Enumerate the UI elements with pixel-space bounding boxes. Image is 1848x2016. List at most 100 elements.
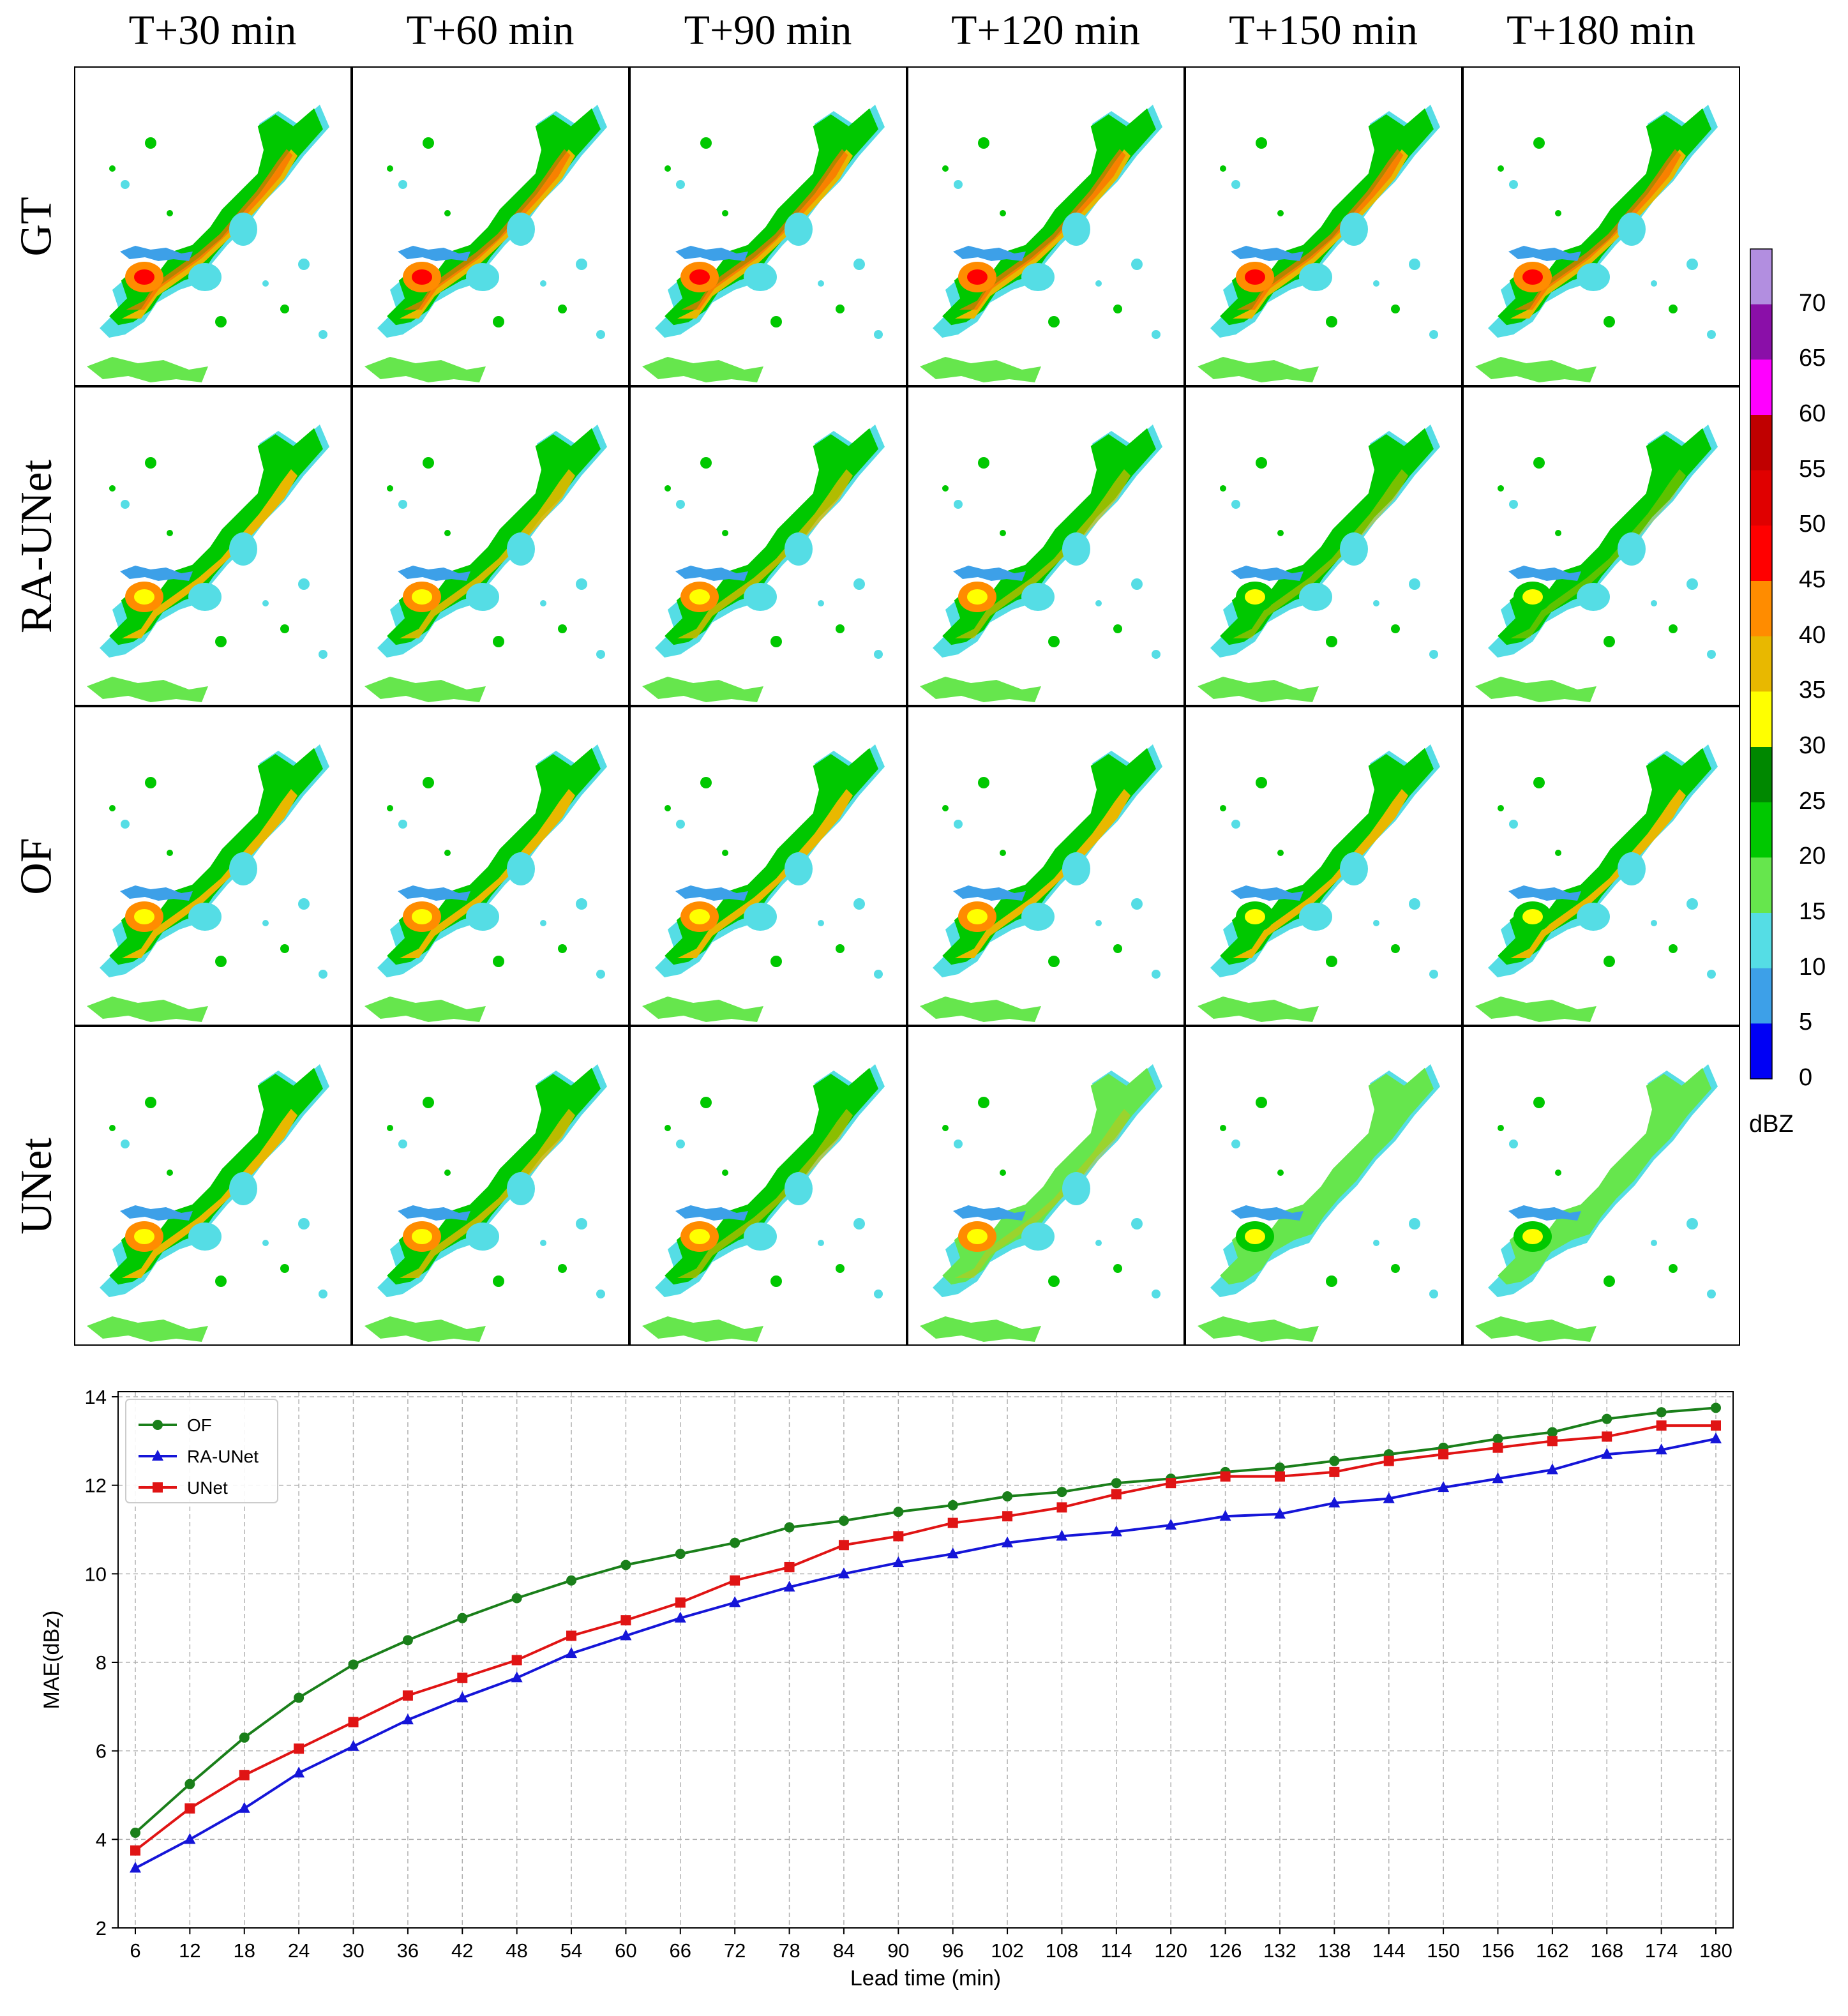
data-point <box>620 1615 631 1626</box>
data-point <box>1056 1502 1067 1513</box>
data-point <box>1438 1449 1449 1460</box>
x-tick-label: 54 <box>560 1939 582 1962</box>
row-header-label: GT <box>12 196 61 257</box>
colorbar-swatch <box>1750 1023 1772 1079</box>
x-tick-label: 126 <box>1209 1939 1242 1962</box>
data-point <box>620 1560 631 1570</box>
colorbar-label: 30 <box>1799 732 1826 759</box>
x-tick-label: 84 <box>833 1939 855 1962</box>
x-tick-label: 102 <box>991 1939 1024 1962</box>
radar-grid <box>74 66 1740 1346</box>
data-point <box>457 1673 468 1683</box>
radar-cell-unet-6 <box>1461 1025 1740 1346</box>
data-point <box>1547 1427 1558 1438</box>
legend-label: RA-UNet <box>187 1447 259 1466</box>
data-point <box>730 1537 740 1548</box>
data-point <box>730 1575 740 1586</box>
data-point <box>1329 1456 1340 1466</box>
y-tick-label: 10 <box>85 1563 107 1585</box>
radar-cell-of-3 <box>628 705 908 1027</box>
y-tick-label: 8 <box>96 1651 107 1674</box>
x-tick-label: 78 <box>778 1939 800 1962</box>
radar-cell-gt-3 <box>628 66 908 387</box>
series-line <box>134 1424 1716 1852</box>
x-tick-label: 168 <box>1590 1939 1623 1962</box>
radar-cell-ra-unet-4 <box>906 385 1186 707</box>
data-point <box>402 1713 414 1725</box>
legend-item-ra-unet: RA-UNet <box>139 1447 259 1466</box>
x-tick-label: 72 <box>724 1939 746 1962</box>
column-header-1: T+30 min <box>128 7 297 54</box>
data-point <box>1492 1472 1504 1484</box>
radar-cell-gt-6 <box>1461 66 1740 387</box>
data-point <box>1711 1403 1721 1413</box>
data-point <box>1492 1433 1503 1444</box>
radar-cell-unet-2 <box>350 1025 631 1346</box>
radar-cell-of-2 <box>350 705 631 1027</box>
data-point <box>1710 1432 1722 1443</box>
colorbar-swatch <box>1750 249 1772 305</box>
data-point <box>457 1613 468 1623</box>
data-point <box>1002 1511 1013 1522</box>
series-ra-unet <box>130 1432 1722 1873</box>
colorbar-label: 65 <box>1799 345 1826 372</box>
colorbar-label: 5 <box>1799 1009 1813 1036</box>
data-point <box>1547 1436 1558 1447</box>
data-point <box>130 1862 141 1873</box>
column-header-2: T+60 min <box>406 7 575 54</box>
y-tick-label: 4 <box>96 1828 107 1851</box>
y-tick-label: 6 <box>96 1740 107 1763</box>
data-point <box>184 1803 195 1814</box>
radar-cell-ra-unet-2 <box>350 385 631 707</box>
data-point <box>1274 1471 1285 1482</box>
radar-grid-svg <box>74 66 1740 1346</box>
row-header-unet: UNet <box>0 1026 74 1346</box>
data-point <box>1383 1492 1395 1503</box>
data-point <box>838 1516 849 1526</box>
x-tick-label: 150 <box>1427 1939 1460 1962</box>
colorbar-label: 45 <box>1799 566 1826 593</box>
legend-label: UNet <box>187 1478 228 1498</box>
data-point <box>1602 1431 1612 1442</box>
data-point <box>566 1630 577 1641</box>
data-point <box>1711 1420 1721 1431</box>
data-point <box>511 1655 522 1666</box>
radar-cell-gt-1 <box>74 66 353 387</box>
x-tick-label: 6 <box>130 1939 140 1962</box>
colorbar-swatch <box>1750 304 1772 360</box>
data-point <box>838 1540 849 1551</box>
legend-label: OF <box>187 1415 212 1435</box>
plot-frame <box>117 1391 1734 1929</box>
data-point <box>153 1420 163 1430</box>
data-point <box>1492 1442 1503 1453</box>
radar-cell-of-4 <box>906 705 1186 1027</box>
data-point <box>1002 1491 1013 1501</box>
data-point <box>1274 1462 1285 1473</box>
data-point <box>838 1567 850 1579</box>
data-point <box>348 1717 359 1727</box>
data-point <box>1656 1420 1667 1431</box>
data-point <box>1383 1456 1394 1466</box>
colorbar-label: 55 <box>1799 455 1826 483</box>
data-point <box>1166 1478 1176 1489</box>
data-point <box>402 1690 413 1701</box>
colorbar-swatch <box>1750 913 1772 969</box>
legend: OF RA-UNet UNet <box>125 1399 278 1503</box>
mae-line-chart: 6 12 18 24 30 36 42 48 54 60 66 72 78 84 90 96 102 108 114… <box>40 1386 1734 1990</box>
data-point <box>675 1597 686 1608</box>
row-header-ra-unet: RA-UNet <box>0 386 74 706</box>
series-of <box>130 1403 1721 1838</box>
radar-cell-unet-4 <box>906 1025 1186 1346</box>
colorbar-label: 20 <box>1799 843 1826 870</box>
row-header-label: RA-UNet <box>12 459 61 633</box>
colorbar-label: 50 <box>1799 511 1826 538</box>
radar-cell-ra-unet-6 <box>1461 385 1740 707</box>
radar-cell-ra-unet-3 <box>628 385 908 707</box>
data-point <box>511 1593 522 1604</box>
x-tick-label: 108 <box>1046 1939 1079 1962</box>
colorbar-swatch <box>1750 415 1772 471</box>
data-point <box>153 1482 163 1493</box>
row-header-label: UNet <box>12 1137 61 1235</box>
data-point <box>1111 1489 1122 1500</box>
legend-item-of: OF <box>139 1415 212 1435</box>
